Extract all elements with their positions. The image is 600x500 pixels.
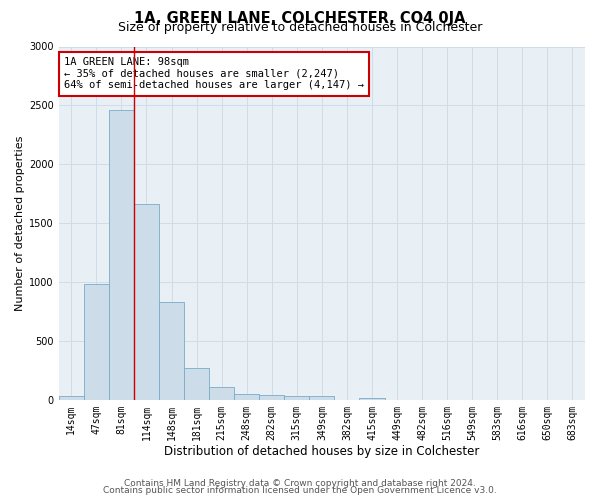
Bar (310, 396, 334, 400)
Text: Size of property relative to detached houses in Colchester: Size of property relative to detached ho… (118, 22, 482, 35)
Text: Contains HM Land Registry data © Crown copyright and database right 2024.: Contains HM Land Registry data © Crown c… (124, 478, 476, 488)
Y-axis label: Number of detached properties: Number of detached properties (15, 136, 25, 311)
Bar (159, 302, 184, 400)
Bar (209, 386, 234, 400)
Bar (134, 204, 159, 400)
Text: 1A GREEN LANE: 98sqm
← 35% of detached houses are smaller (2,247)
64% of semi-de: 1A GREEN LANE: 98sqm ← 35% of detached h… (64, 57, 364, 90)
Bar (184, 368, 209, 400)
Bar (359, 398, 385, 400)
Bar (59, 396, 84, 400)
Text: 1A, GREEN LANE, COLCHESTER, CO4 0JA: 1A, GREEN LANE, COLCHESTER, CO4 0JA (134, 11, 466, 26)
Bar (259, 395, 284, 400)
X-axis label: Distribution of detached houses by size in Colchester: Distribution of detached houses by size … (164, 444, 479, 458)
Bar (109, 110, 134, 400)
Bar (234, 394, 259, 400)
Bar (284, 396, 310, 400)
Bar (84, 284, 109, 400)
Text: Contains public sector information licensed under the Open Government Licence v3: Contains public sector information licen… (103, 486, 497, 495)
